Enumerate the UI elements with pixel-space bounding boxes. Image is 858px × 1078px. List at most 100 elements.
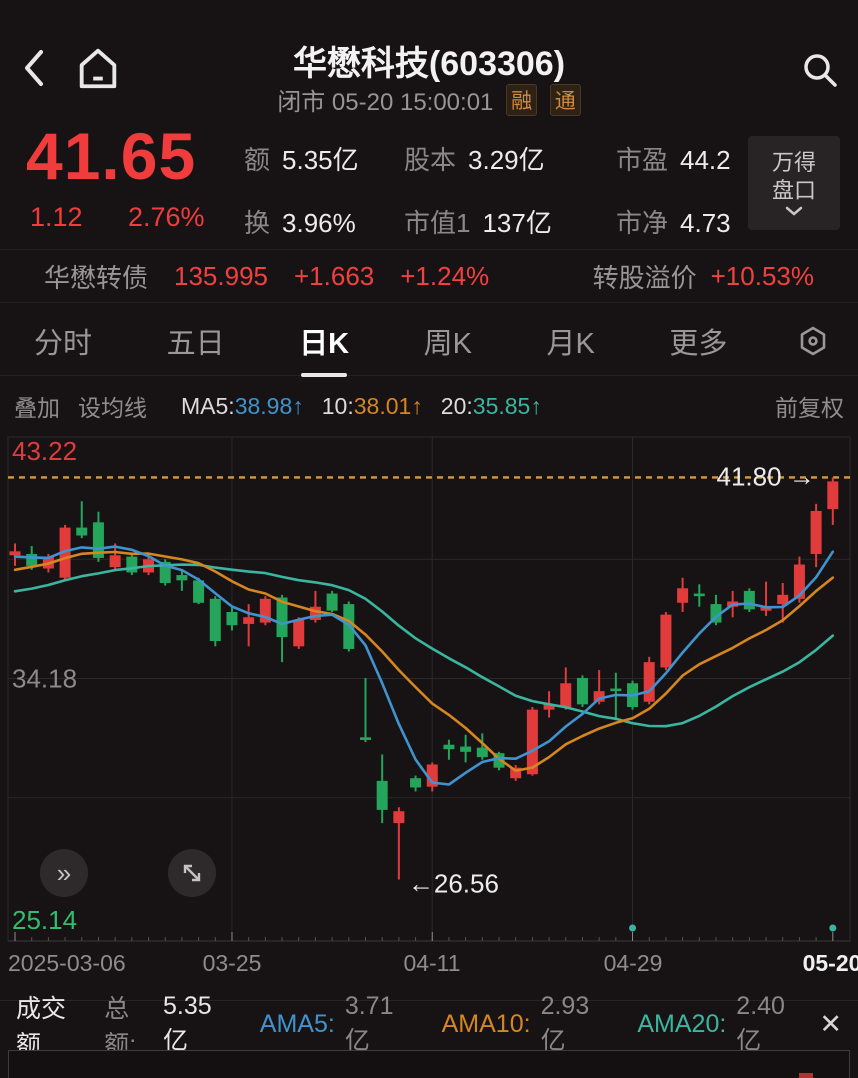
candle-03-21 [193, 580, 205, 603]
premium-value: +10.53% [710, 260, 814, 291]
tab-daily-k[interactable]: 日K [293, 306, 355, 376]
event-dot [829, 924, 837, 932]
quote-stats-grid: 额 5.35亿 股本 3.29亿 市盈 44.2 换 3.96% 市值1 137… [244, 140, 766, 240]
candle-05-06 [660, 614, 672, 668]
ma20-value: 35.85↑ [472, 392, 542, 419]
ma20-line [13, 563, 835, 728]
candle-04-23 [560, 683, 572, 707]
connect-badge: 通 [549, 84, 581, 116]
candle-03-17 [126, 556, 138, 573]
settings-icon [800, 326, 826, 355]
ma10-label: 10: [321, 392, 354, 419]
low-price-callout: ←26.56 [408, 869, 499, 899]
period-tabs: 分时 五日 日K 周K 月K 更多 [0, 306, 858, 376]
tab-5day[interactable]: 五日 [166, 327, 225, 360]
candle-04-08 [376, 780, 388, 810]
bond-change: +1.663 [294, 260, 375, 291]
y-max-label: 43.22 [12, 436, 77, 466]
y-mid-label: 34.18 [12, 664, 77, 694]
candle-04-01 [309, 606, 321, 620]
tab-minute[interactable]: 分时 [34, 327, 93, 360]
candle-05-14 [760, 606, 772, 611]
page-title: 华懋科技(603306) [292, 45, 566, 83]
candle-04-18 [510, 767, 522, 779]
overlay-button[interactable]: 叠加 [14, 395, 60, 421]
convertible-bond-row[interactable]: 华懋转债 135.995 +1.663 +1.24% 转股溢价 +10.53% [0, 249, 858, 303]
price-change: 1.12 [30, 202, 83, 232]
bond-price: 135.995 [174, 260, 268, 291]
premium-label: 转股溢价 [592, 262, 697, 293]
expand-chart-button[interactable] [168, 849, 216, 897]
adjust-mode-button[interactable]: 前复权 [775, 395, 844, 421]
ma5-value: 38.98↑ [234, 392, 304, 419]
tab-weekly-k[interactable]: 周K [423, 327, 472, 360]
tab-monthly-k[interactable]: 月K [546, 327, 595, 360]
kline-settings-button[interactable] [796, 324, 830, 358]
candle-05-16 [793, 564, 805, 599]
bond-change-pct: +1.24% [400, 260, 490, 291]
candle-03-31 [293, 619, 305, 647]
candle-04-24 [576, 677, 588, 705]
candle-04-28 [610, 688, 622, 692]
set-ma-button[interactable]: 设均线 [78, 395, 147, 421]
last-price: 41.65 [26, 119, 197, 193]
ma-toolbar: 叠加 设均线 MA5:38.98↑ 10:38.01↑ 20:35.85↑ 前复… [0, 384, 858, 428]
candle-03-25 [226, 612, 238, 626]
x-tick-1: 03-25 [202, 950, 262, 976]
candle-03-11 [59, 527, 71, 578]
candle-03-14 [109, 555, 121, 568]
candle-05-07 [677, 588, 689, 603]
scroll-right-button[interactable]: » [40, 849, 88, 897]
ama20-value: 2.40亿 [736, 992, 785, 1055]
ma10-value: 38.01↑ [353, 392, 423, 419]
stat-pe: 市盈 44.2 [616, 145, 731, 175]
stat-pb: 市净 4.73 [616, 208, 731, 238]
x-tick-4: 05-20 [802, 950, 858, 976]
ama10-value: 2.93亿 [540, 992, 590, 1055]
close-panel-button[interactable]: ✕ [819, 1009, 843, 1039]
event-dot [629, 924, 637, 932]
total-value: 5.35亿 [163, 992, 212, 1055]
candle-03-24 [209, 598, 221, 642]
home-button[interactable] [74, 44, 122, 92]
ama5-value: 3.71亿 [344, 992, 394, 1055]
x-tick-3: 04-29 [603, 950, 663, 976]
volume-chart-panel[interactable] [8, 1050, 850, 1078]
stat-amount: 额 5.35亿 [244, 145, 359, 175]
candle-03-20 [176, 575, 188, 581]
kline-chart[interactable]: 43.22 34.18 25.14 41.80 → ←26.56 [0, 430, 858, 948]
candle-04-09 [393, 811, 405, 824]
stat-market-cap: 市值1 137亿 [404, 208, 552, 238]
ama10-label: AMA10: [441, 1010, 531, 1038]
price-change-pct: 2.76% [128, 202, 205, 232]
expand-icon [183, 864, 201, 882]
candle-04-17 [493, 753, 505, 768]
stat-share-capital: 股本 3.29亿 [404, 145, 545, 175]
candle-05-08 [693, 593, 705, 597]
back-button[interactable] [10, 44, 58, 92]
ama20-label: AMA20: [637, 1010, 727, 1038]
candle-04-02 [326, 593, 338, 611]
x-tick-2: 04-11 [403, 950, 461, 976]
y-min-label: 25.14 [12, 905, 77, 935]
volume-bar-fragment [799, 1073, 813, 1078]
candle-03-13 [92, 522, 104, 558]
wind-order-book-button[interactable]: 万得 盘口 [748, 136, 840, 230]
candle-03-07 [26, 553, 38, 566]
candle-04-30 [643, 662, 655, 702]
quote-datetime: 05-20 15:00:01 [331, 89, 494, 116]
candle-05-09 [710, 604, 722, 623]
candle-04-07 [359, 737, 371, 740]
tab-more[interactable]: 更多 [669, 327, 728, 360]
back-chevron-icon [25, 50, 43, 86]
candle-04-22 [543, 704, 555, 710]
candle-04-11 [426, 764, 438, 787]
candle-03-19 [159, 561, 171, 583]
candle-03-26 [243, 617, 255, 624]
candle-03-06 [9, 551, 21, 556]
x-tick-0: 2025-03-06 [8, 950, 126, 976]
candle-05-20 [827, 481, 839, 510]
search-button[interactable] [796, 46, 844, 94]
candle-04-16 [476, 747, 488, 758]
high-price-callout: 41.80 → [717, 461, 815, 491]
